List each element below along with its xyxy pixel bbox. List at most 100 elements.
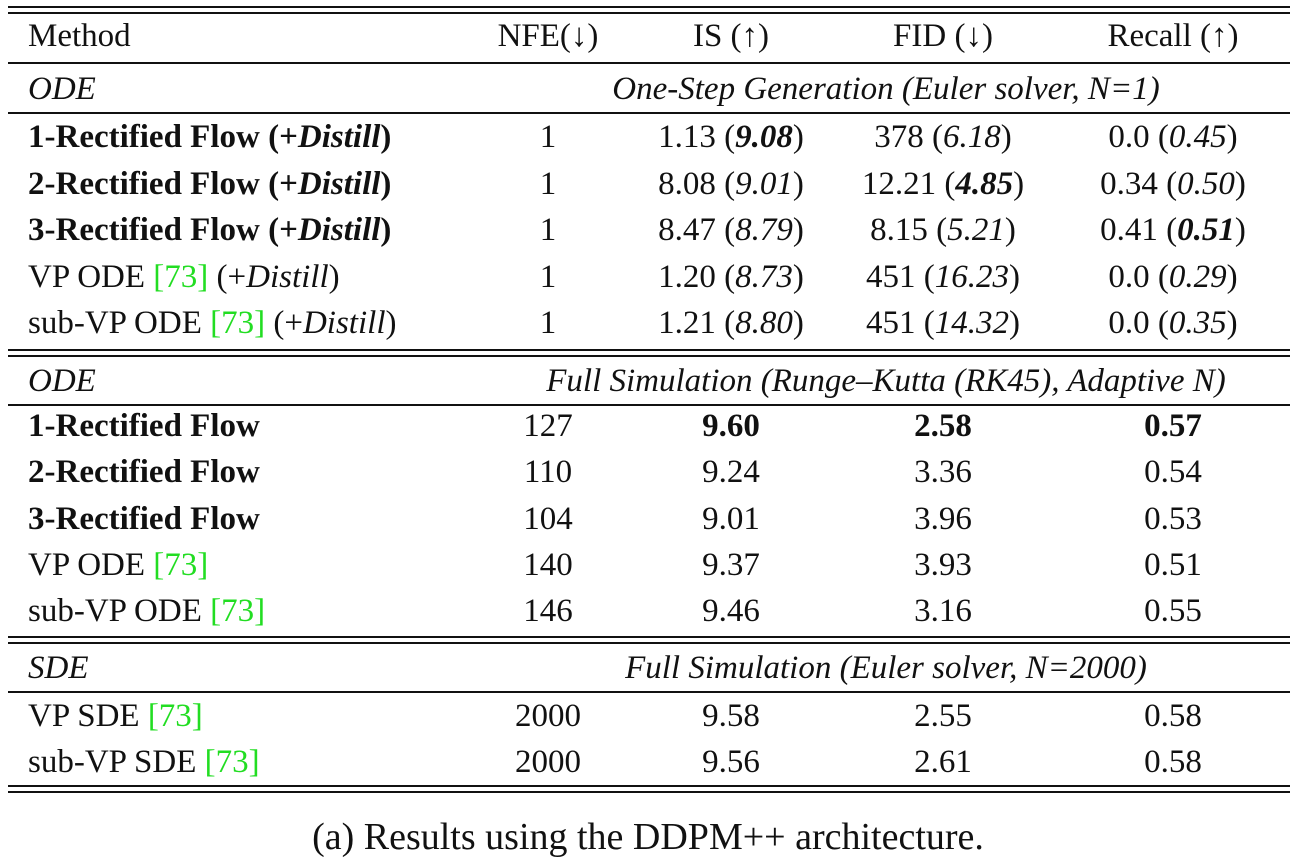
is-value: 9.58 [702,698,760,734]
fid-value: 378 (6.18) [874,119,1012,155]
is-value: 9.37 [702,547,760,583]
section-divider-1b [8,355,1290,357]
header-is: IS (↑) [692,18,770,54]
nfe-value: 127 [523,408,573,444]
citation-link: [73] [210,593,266,629]
table-row: 3-Rectified Flow (+Distill) 1 8.47 (8.79… [8,207,1290,253]
method-name: sub-VP ODE [73] [28,593,266,629]
table-row: 3-Rectified Flow 104 9.01 3.96 0.53 [8,496,1290,542]
top-rule [8,6,1290,8]
method-name: 2-Rectified Flow [28,454,260,490]
is-value: 1.20 (8.73) [658,259,804,295]
is-value: 8.47 (8.79) [658,212,804,248]
nfe-value: 2000 [515,744,581,780]
bottom-rule-b [8,791,1290,793]
nfe-value: 104 [523,501,573,537]
is-value: 9.56 [702,744,760,780]
table-row: 2-Rectified Flow (+Distill) 1 8.08 (9.01… [8,161,1290,207]
nfe-value: 1 [539,212,557,248]
fid-value: 3.36 [914,454,972,490]
fid-value: 3.93 [914,547,972,583]
citation-link: [73] [147,698,203,734]
section-type: ODE [28,363,96,399]
recall-value: 0.53 [1144,501,1202,537]
recall-value: 0.0 (0.29) [1108,259,1238,295]
recall-value: 0.0 (0.45) [1108,119,1238,155]
recall-value: 0.0 (0.35) [1108,305,1238,341]
nfe-value: 140 [523,547,573,583]
table-row: sub-VP ODE [73] (+Distill) 1 1.21 (8.80)… [8,300,1290,346]
method-name: VP ODE [73] [28,547,209,583]
nfe-value: 2000 [515,698,581,734]
recall-value: 0.57 [1144,408,1202,444]
is-value: 8.08 (9.01) [658,166,804,202]
recall-value: 0.54 [1144,454,1202,490]
nfe-value: 1 [539,305,557,341]
nfe-value: 146 [523,593,573,629]
fid-value: 451 (16.23) [866,259,1020,295]
recall-value: 0.34 (0.50) [1100,166,1246,202]
table-row: 1-Rectified Flow (+Distill) 1 1.13 (9.08… [8,114,1290,160]
is-value: 9.01 [702,501,760,537]
citation-link: [73] [204,744,260,780]
header-recall: Recall (↑) [1107,18,1239,54]
is-value: 1.21 (8.80) [658,305,804,341]
section-type: ODE [28,71,96,107]
table-row: sub-VP ODE [73] 146 9.46 3.16 0.55 [8,588,1290,634]
recall-value: 0.55 [1144,593,1202,629]
method-name: sub-VP SDE [73] [28,744,260,780]
nfe-value: 1 [539,119,557,155]
recall-value: 0.58 [1144,698,1202,734]
is-value: 9.60 [702,408,760,444]
table-row: VP ODE [73] 140 9.37 3.93 0.51 [8,542,1290,588]
header-rule [8,62,1290,64]
method-name: VP SDE [73] [28,698,203,734]
section-setting: Full Simulation (Runge–Kutta (RK45), Ada… [546,363,1226,399]
fid-value: 451 (14.32) [866,305,1020,341]
citation-link: [73] [210,305,266,341]
nfe-value: 1 [539,259,557,295]
fid-value: 2.55 [914,698,972,734]
section3-rule [8,691,1290,693]
fid-value: 12.21 (4.85) [861,166,1025,202]
citation-link: [73] [153,259,209,295]
fid-value: 2.58 [914,408,972,444]
table-row: 1-Rectified Flow 127 9.60 2.58 0.57 [8,403,1290,449]
fid-value: 3.16 [914,593,972,629]
section-type: SDE [28,650,89,686]
is-value: 9.24 [702,454,760,490]
fid-value: 8.15 (5.21) [870,212,1016,248]
section-setting: Full Simulation (Euler solver, N=2000) [625,650,1147,686]
header-nfe: NFE(↓) [497,18,599,54]
section1-rule [8,112,1290,114]
method-name: VP ODE [73] (+Distill) [28,259,340,295]
method-name: 3-Rectified Flow (+Distill) [28,212,392,248]
method-name: 1-Rectified Flow [28,408,260,444]
section-divider-2b [8,642,1290,644]
method-name: 1-Rectified Flow (+Distill) [28,119,392,155]
header-row: Method NFE(↓) IS (↑) FID (↓) Recall (↑) [8,13,1290,59]
table-row: VP ODE [73] (+Distill) 1 1.20 (8.73) 451… [8,254,1290,300]
section-setting: One-Step Generation (Euler solver, N=1) [612,71,1160,107]
section-header: ODE Full Simulation (Runge–Kutta (RK45),… [8,358,1290,404]
is-value: 9.46 [702,593,760,629]
citation-link: [73] [153,547,209,583]
section-header: ODE One-Step Generation (Euler solver, N… [8,66,1290,112]
nfe-value: 1 [539,166,557,202]
nfe-value: 110 [523,454,573,490]
top-rule-double [8,12,1290,14]
bottom-rule-a [8,785,1290,787]
method-name: 2-Rectified Flow (+Distill) [28,166,392,202]
is-value: 1.13 (9.08) [658,119,804,155]
method-name: 3-Rectified Flow [28,501,260,537]
header-fid: FID (↓) [893,18,993,54]
section2-rule [8,404,1290,406]
recall-value: 0.41 (0.51) [1100,212,1246,248]
method-name: sub-VP ODE [73] (+Distill) [28,305,397,341]
fid-value: 3.96 [914,501,972,537]
table-row: 2-Rectified Flow 110 9.24 3.36 0.54 [8,449,1290,495]
section-divider-2a [8,636,1290,638]
table-caption: (a) Results using the DDPM++ architectur… [312,816,984,858]
section-header: SDE Full Simulation (Euler solver, N=200… [8,645,1290,691]
section-divider-1a [8,349,1290,351]
